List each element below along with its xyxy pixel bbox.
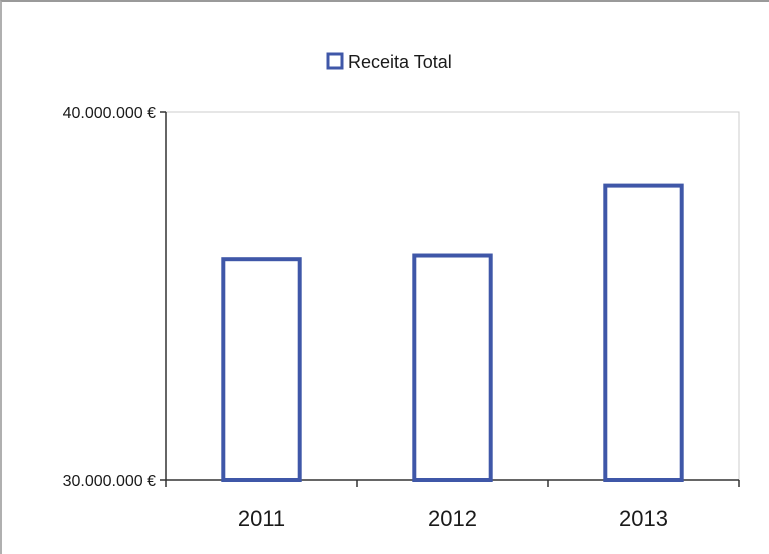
y-axis: 40.000.000 € 30.000.000 € xyxy=(63,105,167,490)
legend-swatch xyxy=(326,52,344,70)
bars xyxy=(221,183,684,483)
bar xyxy=(412,253,493,482)
y-tick-label: 40.000.000 € xyxy=(63,105,157,122)
x-tick-label: 2011 xyxy=(238,506,285,531)
x-axis: 2011 2012 2013 xyxy=(165,479,740,531)
y-tick-label: 30.000.000 € xyxy=(63,473,157,490)
bar xyxy=(603,183,684,482)
bar xyxy=(221,257,302,483)
x-tick-label: 2013 xyxy=(619,506,668,531)
legend-label: Receita Total xyxy=(348,52,452,72)
legend: Receita Total xyxy=(326,52,452,72)
x-tick-label: 2012 xyxy=(428,506,477,531)
